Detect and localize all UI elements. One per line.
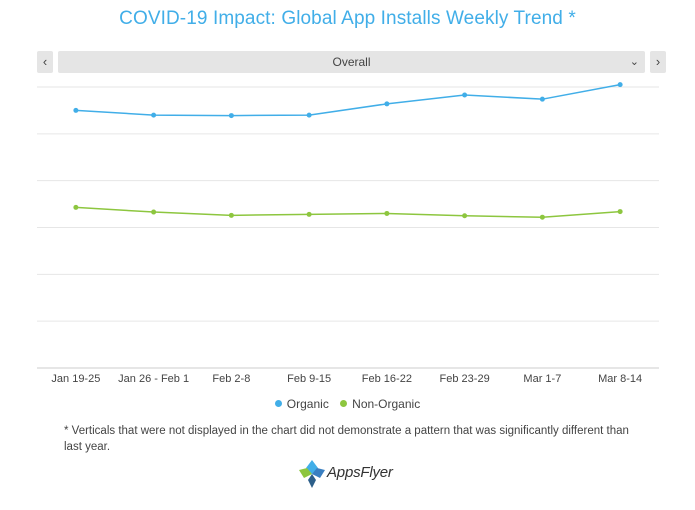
data-point-organic: [539, 96, 545, 102]
data-point-organic: [384, 101, 390, 107]
legend-marker-non-organic: [340, 400, 348, 407]
data-point-non-organic: [306, 211, 312, 217]
legend-label-organic: Organic: [286, 397, 329, 411]
data-point-organic: [151, 112, 157, 118]
x-tick-label: Feb 2-8: [212, 373, 250, 385]
legend: Organic Non-Organic: [0, 397, 695, 411]
vertical-select[interactable]: Overall ⌄: [58, 51, 645, 73]
next-button[interactable]: ›: [650, 51, 666, 73]
previous-button[interactable]: ‹: [37, 51, 53, 73]
data-point-non-organic: [73, 204, 79, 210]
data-point-non-organic: [151, 209, 157, 215]
appsflyer-logo-text: AppsFlyer: [327, 464, 393, 481]
x-tick-label: Jan 19-25: [51, 373, 100, 385]
x-tick-label: Feb 16-22: [362, 373, 412, 385]
x-tick-label: Feb 23-29: [440, 373, 490, 385]
data-point-non-organic: [462, 213, 468, 219]
data-point-organic: [617, 82, 623, 88]
x-tick-label: Feb 9-15: [287, 373, 331, 385]
chart-title: COVID-19 Impact: Global App Installs Wee…: [119, 8, 576, 29]
x-tick-label: Mar 8-14: [598, 373, 642, 385]
series-line-non-organic: [75, 206, 621, 218]
data-point-non-organic: [384, 210, 390, 216]
data-point-organic: [306, 112, 312, 118]
chevron-down-icon: ⌄: [629, 56, 639, 68]
appsflyer-logo: AppsFlyer: [298, 459, 408, 489]
footnote: * Verticals that were not displayed in t…: [64, 425, 629, 453]
appsflyer-logo-icon: [299, 460, 325, 488]
data-point-organic: [73, 107, 79, 113]
x-tick-label: Jan 26 - Feb 1: [118, 373, 189, 385]
data-point-non-organic: [617, 209, 623, 215]
series-line-organic: [75, 83, 621, 117]
data-point-non-organic: [228, 212, 234, 218]
legend-item-organic[interactable]: Organic: [274, 397, 329, 411]
legend-label-non-organic: Non-Organic: [352, 397, 421, 411]
x-tick-label: Mar 1-7: [523, 373, 561, 385]
legend-marker-organic: [274, 400, 282, 407]
data-point-non-organic: [539, 214, 545, 220]
line-chart: Jan 19-25 Jan 26 - Feb 1 Feb 2-8 Feb 9-15 Fe…: [37, 82, 659, 385]
legend-item-non-organic[interactable]: Non-Organic: [340, 397, 420, 411]
vertical-select-value: Overall: [332, 55, 371, 69]
data-point-organic: [228, 113, 234, 119]
data-point-organic: [462, 92, 468, 98]
